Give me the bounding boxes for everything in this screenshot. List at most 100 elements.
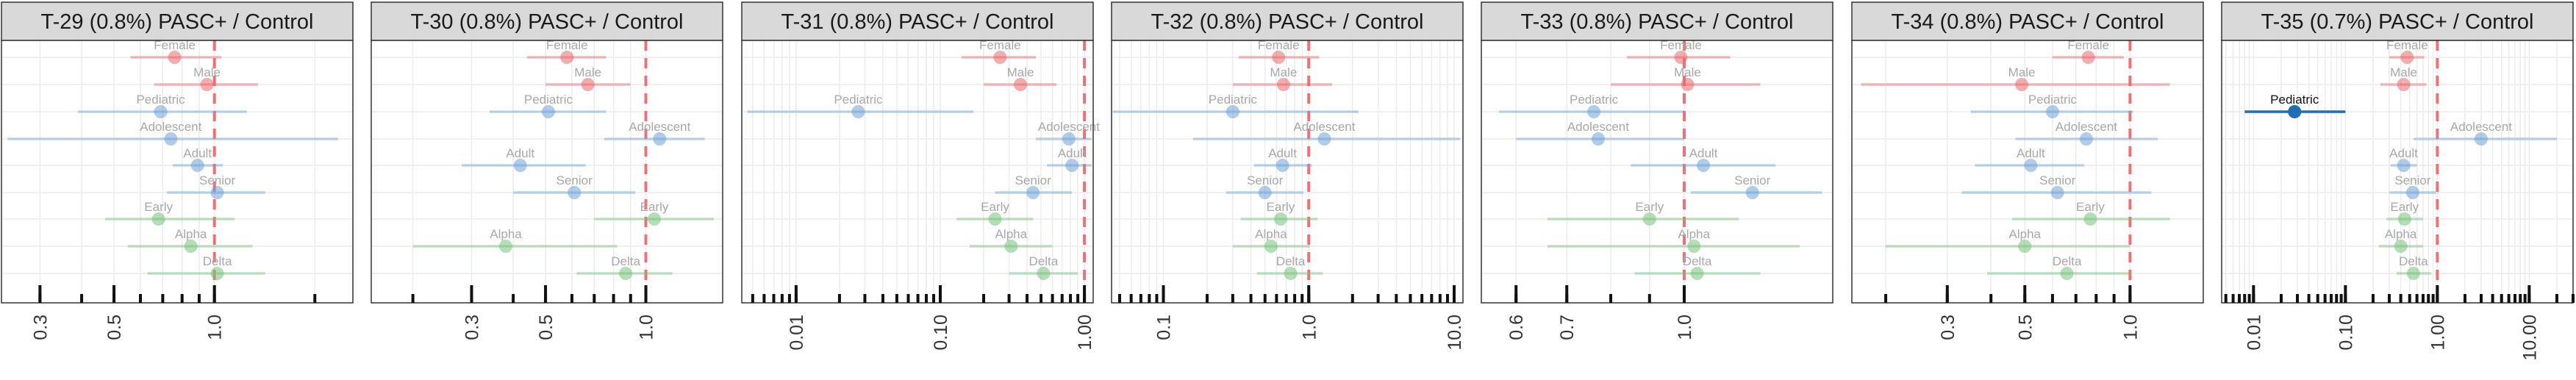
estimate-point — [1674, 51, 1688, 64]
row-label: Female — [546, 38, 588, 52]
tick-label: 1.0 — [637, 315, 657, 340]
tick-label: 0.10 — [2336, 315, 2356, 351]
facet-title: T-33 (0.8%) PASC+ / Control — [1521, 10, 1794, 34]
facet-title: T-29 (0.8%) PASC+ / Control — [41, 10, 314, 34]
panel-border — [2221, 40, 2574, 304]
estimate-point — [1226, 105, 1239, 118]
row-label: Male — [574, 65, 601, 79]
tick-label: 1.0 — [205, 315, 226, 340]
facet-panel: T-35 (0.7%) PASC+ / Control Female Male Ped… — [2221, 1, 2575, 361]
estimate-point — [2397, 159, 2411, 172]
estimate-point — [988, 212, 1002, 226]
facet-strip — [1851, 1, 2204, 41]
row-label: Adolescent — [140, 120, 201, 134]
estimate-point — [154, 105, 168, 118]
estimate-point — [560, 51, 574, 64]
facet-panel: T-33 (0.8%) PASC+ / Control Female Male Ped… — [1481, 1, 1833, 340]
row-label: Early — [640, 200, 669, 214]
row-label: Early — [2390, 200, 2419, 214]
row-label: Senior — [1734, 173, 1770, 187]
estimate-point — [2081, 51, 2095, 64]
row-label: Delta — [203, 254, 232, 268]
row-label: Female — [2067, 38, 2109, 52]
estimate-point — [1014, 78, 1028, 91]
facet-panel: T-30 (0.8%) PASC+ / Control Female MalePed… — [371, 1, 723, 340]
facet-strip — [371, 1, 723, 41]
row-label: Adult — [2017, 146, 2045, 160]
tick-label: 0.1 — [1154, 315, 1175, 340]
estimate-point — [1697, 159, 1711, 172]
estimate-point — [1037, 267, 1051, 280]
row-label: Early — [2076, 200, 2105, 214]
row-label: Delta — [2399, 254, 2428, 268]
plot-background — [1, 40, 353, 303]
estimate-point — [200, 78, 214, 91]
row-label: Male — [2390, 65, 2417, 79]
row-label: Adult — [1268, 146, 1297, 160]
estimate-point — [2405, 186, 2419, 199]
estimate-point — [2397, 212, 2411, 226]
facet-panel: T-29 (0.8%) PASC+ / Control Female Male Ped… — [1, 1, 354, 340]
row-label: Female — [154, 38, 196, 52]
estimate-point — [1276, 78, 1290, 91]
estimate-point — [1587, 105, 1601, 118]
row-label: Senior — [2394, 173, 2430, 187]
tick-label: 0.5 — [104, 315, 125, 340]
estimate-point — [184, 240, 198, 253]
estimate-point — [1062, 132, 1076, 146]
panel-border — [1481, 40, 1833, 304]
estimate-point — [1642, 212, 1656, 226]
facet-strip — [1111, 1, 1464, 41]
estimate-point — [151, 212, 165, 226]
row-label: Alpha — [175, 227, 207, 241]
estimate-point — [2400, 51, 2414, 64]
estimate-point — [851, 105, 865, 118]
estimate-point — [1317, 132, 1331, 146]
facet-panel: T-31 (0.8%) PASC+ / Control Female Male Ped… — [741, 1, 1100, 351]
estimate-point — [2024, 159, 2038, 172]
estimate-point — [2060, 267, 2074, 280]
tick-label: 1.00 — [1075, 315, 1095, 351]
tick-label: 1.0 — [2120, 315, 2141, 340]
estimate-point — [190, 159, 204, 172]
estimate-point — [568, 186, 582, 199]
row-label: Pediatric — [524, 93, 573, 107]
row-label: Delta — [611, 254, 640, 268]
tick-label: 1.0 — [1299, 315, 1320, 340]
panel-border — [1851, 40, 2204, 304]
estimate-point — [1276, 159, 1289, 172]
row-label: Alpha — [1255, 227, 1287, 241]
row-label: Senior — [2039, 173, 2075, 187]
row-label: Adult — [506, 146, 534, 160]
row-label: Alpha — [490, 227, 522, 241]
estimate-point — [993, 51, 1007, 64]
tick-label: 0.7 — [1557, 315, 1578, 340]
estimate-point — [1004, 240, 1018, 253]
estimate-point — [2406, 267, 2420, 280]
row-label: Male — [1674, 65, 1701, 79]
tick-label: 0.3 — [462, 315, 482, 340]
row-label: Senior — [1015, 173, 1051, 187]
estimate-point — [541, 105, 555, 118]
estimate-point — [647, 212, 661, 226]
row-label: Male — [1270, 65, 1297, 79]
facet-strip — [1481, 1, 1833, 41]
tick-label: 0.3 — [1938, 315, 1958, 340]
estimate-point — [1258, 186, 1272, 199]
row-label: Early — [1267, 200, 1295, 214]
estimate-point — [2397, 78, 2411, 91]
tick-label: 10.0 — [1445, 315, 1465, 351]
estimate-point — [1273, 212, 1287, 226]
row-label: Adult — [1058, 146, 1087, 160]
row-label: Pediatric — [1570, 93, 1619, 107]
estimate-point — [2045, 105, 2059, 118]
panel-border — [1, 40, 354, 304]
estimate-point — [619, 267, 633, 280]
estimate-point — [2083, 212, 2097, 226]
row-label: Pediatric — [136, 93, 185, 107]
row-label: Female — [2386, 38, 2428, 52]
row-label: Pediatric — [834, 93, 883, 107]
row-label: Alpha — [995, 227, 1028, 241]
row-label: Pediatric — [2270, 93, 2319, 107]
plot-background — [371, 40, 723, 303]
